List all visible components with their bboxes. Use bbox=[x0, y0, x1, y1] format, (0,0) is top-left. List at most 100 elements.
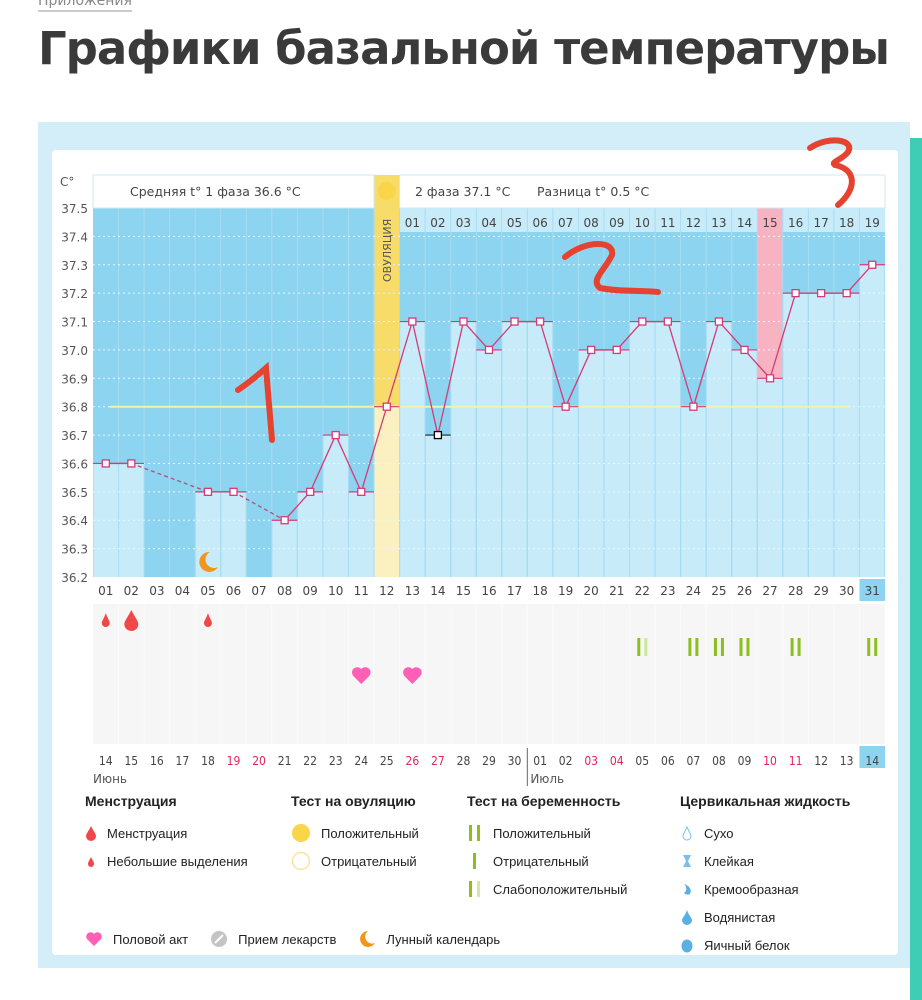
temperature-line bbox=[309, 434, 337, 493]
temperature-point bbox=[842, 289, 851, 298]
temperature-point bbox=[612, 345, 621, 355]
temperature-point bbox=[791, 289, 800, 298]
date-label: 26 bbox=[405, 753, 419, 768]
date-label: 17 bbox=[176, 753, 190, 768]
date-label: 23 bbox=[329, 753, 343, 768]
pregnancy-test-line bbox=[695, 638, 699, 656]
circle-empty-icon bbox=[291, 851, 311, 871]
y-tick-label: 36.4 bbox=[61, 514, 88, 528]
ovulation-column bbox=[374, 175, 400, 407]
light-spotting-drop-icon bbox=[203, 613, 212, 627]
legend-ovulation-test: Тест на овуляцию Положительный Отрицател… bbox=[291, 793, 419, 875]
date-label: 22 bbox=[303, 753, 317, 768]
temperature-point bbox=[561, 402, 570, 411]
temperature-point bbox=[714, 317, 724, 326]
legend-other: Половой акт Прием лекарств Лунный календ… bbox=[85, 925, 500, 953]
moon-icon bbox=[360, 931, 376, 947]
egg-white-icon bbox=[681, 939, 693, 953]
date-label: 29 bbox=[482, 753, 496, 768]
temperature-point bbox=[101, 459, 110, 468]
cycle-day-label: 08 bbox=[277, 584, 292, 598]
temperature-point bbox=[816, 289, 826, 298]
phase2-day-label: 19 bbox=[865, 216, 880, 230]
today-highlight bbox=[859, 746, 885, 768]
phase2-day-label: 14 bbox=[737, 216, 752, 230]
date-label: 30 bbox=[508, 753, 522, 768]
phase2-day-label: 08 bbox=[584, 216, 599, 230]
cycle-day-label: 11 bbox=[354, 584, 369, 598]
handwritten-mark-3 bbox=[807, 137, 855, 208]
heart-icon bbox=[403, 667, 422, 684]
y-tick-label: 36.6 bbox=[61, 457, 88, 471]
date-label: 09 bbox=[738, 753, 752, 768]
cycle-day-label: 05 bbox=[200, 584, 215, 598]
phase2-day-label: 02 bbox=[430, 216, 445, 230]
temperature-point bbox=[868, 260, 877, 269]
legend-title: Цервикальная жидкость bbox=[680, 793, 851, 809]
y-tick-label: 36.7 bbox=[61, 429, 88, 443]
pregnancy-test-line bbox=[874, 638, 878, 656]
temperature-point bbox=[484, 345, 494, 355]
pregnancy-test-line bbox=[713, 638, 717, 656]
phase2-day-label: 15 bbox=[762, 216, 777, 230]
date-label: 27 bbox=[431, 753, 445, 768]
phase2-average: 2 фаза 37.1 °C bbox=[415, 184, 511, 199]
temperature-line bbox=[565, 349, 592, 407]
date-label: 01 bbox=[533, 753, 547, 768]
temperature-point bbox=[382, 402, 391, 411]
legend-pregnancy-test: Тест на беременность Положительный Отриц… bbox=[467, 793, 627, 903]
date-label: 10 bbox=[763, 753, 777, 768]
date-label: 14 bbox=[99, 753, 113, 768]
date-label: 28 bbox=[457, 753, 471, 768]
temperature-line bbox=[846, 264, 873, 294]
month-label: Июль bbox=[530, 772, 564, 786]
temperature-point bbox=[306, 487, 315, 496]
temperature-line bbox=[437, 321, 465, 436]
legend-item: Водянистая bbox=[704, 909, 776, 925]
menstruation-drop-icon bbox=[124, 610, 139, 631]
phase2-day-label: 12 bbox=[686, 216, 701, 230]
temperature-point bbox=[587, 345, 596, 355]
month-label: Июнь bbox=[93, 772, 127, 786]
pregnancy-test-line bbox=[797, 638, 801, 656]
temperature-bar bbox=[655, 321, 681, 577]
cycle-day-label: 13 bbox=[405, 584, 420, 598]
pill-icon bbox=[211, 931, 228, 947]
cycle-day-label: 14 bbox=[430, 584, 445, 598]
temperature-point bbox=[510, 317, 519, 326]
date-label: 08 bbox=[712, 753, 726, 768]
date-label: 04 bbox=[610, 753, 624, 768]
pregnancy-test-line bbox=[688, 638, 692, 656]
cycle-day-label: 12 bbox=[379, 584, 394, 598]
legend-item: Положительный bbox=[321, 825, 419, 841]
temperature-point bbox=[408, 317, 417, 326]
ovulation-column-lower bbox=[374, 406, 400, 577]
y-tick-label: 37.4 bbox=[61, 230, 88, 244]
date-label: 14 bbox=[865, 753, 879, 768]
legend-item: Лунный календарь bbox=[386, 931, 501, 947]
cycle-day-label: 20 bbox=[584, 584, 599, 598]
one-line-icon bbox=[473, 853, 476, 869]
phase2-day-label: 04 bbox=[481, 216, 496, 230]
temperature-point bbox=[689, 402, 698, 411]
temperature-line bbox=[667, 321, 695, 407]
y-tick-label: 37.5 bbox=[61, 202, 88, 216]
small-drop-icon bbox=[88, 857, 94, 867]
phase2-day-label: 07 bbox=[558, 216, 573, 230]
temperature-line bbox=[488, 321, 516, 351]
temperature-point bbox=[280, 516, 289, 525]
cycle-day-label: 09 bbox=[303, 584, 318, 598]
cycle-day-label: 21 bbox=[609, 584, 624, 598]
page-title: Графики базальной температуры bbox=[38, 22, 890, 75]
legend-title: Тест на овуляцию bbox=[291, 793, 416, 809]
side-strip bbox=[910, 138, 922, 1000]
breadcrumb[interactable]: Приложения bbox=[38, 0, 132, 12]
pregnancy-test-line bbox=[739, 638, 743, 656]
temperature-point bbox=[433, 430, 443, 440]
phase2-day-label: 11 bbox=[660, 216, 675, 230]
temperature-bar bbox=[757, 378, 783, 577]
current-day-highlight bbox=[859, 579, 885, 601]
pregnancy-test-line bbox=[746, 638, 750, 656]
y-tick-label: 36.2 bbox=[61, 571, 88, 585]
sticky-icon bbox=[683, 855, 691, 867]
